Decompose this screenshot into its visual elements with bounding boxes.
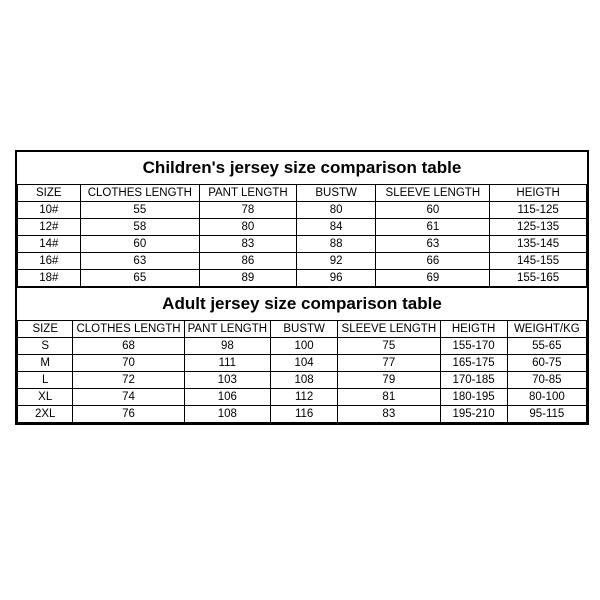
cell: XL bbox=[18, 389, 73, 406]
cell: 55 bbox=[80, 202, 199, 219]
cell: 61 bbox=[376, 219, 490, 236]
cell: 12# bbox=[18, 219, 81, 236]
cell: 60 bbox=[80, 236, 199, 253]
table-row: 14# 60 83 88 63 135-145 bbox=[18, 236, 587, 253]
cell: 165-175 bbox=[440, 355, 507, 372]
cell: 180-195 bbox=[440, 389, 507, 406]
size-chart-page: Children's jersey size comparison table … bbox=[0, 0, 600, 600]
cell: 100 bbox=[271, 338, 338, 355]
cell: 78 bbox=[200, 202, 297, 219]
col-height: HEIGTH bbox=[490, 185, 587, 202]
col-clothes-length: CLOTHES LENGTH bbox=[73, 321, 184, 338]
cell: 83 bbox=[200, 236, 297, 253]
cell: 170-185 bbox=[440, 372, 507, 389]
cell: 96 bbox=[296, 270, 376, 287]
cell: 80 bbox=[296, 202, 376, 219]
cell: 60 bbox=[376, 202, 490, 219]
table-row: 18# 65 89 96 69 155-165 bbox=[18, 270, 587, 287]
cell: 74 bbox=[73, 389, 184, 406]
col-bustw: BUSTW bbox=[271, 321, 338, 338]
cell: 70 bbox=[73, 355, 184, 372]
cell: M bbox=[18, 355, 73, 372]
cell: 83 bbox=[338, 406, 440, 423]
cell: 89 bbox=[200, 270, 297, 287]
cell: 76 bbox=[73, 406, 184, 423]
cell: 95-115 bbox=[507, 406, 586, 423]
cell: 55-65 bbox=[507, 338, 586, 355]
cell: 86 bbox=[200, 253, 297, 270]
col-height: HEIGTH bbox=[440, 321, 507, 338]
col-size: SIZE bbox=[18, 321, 73, 338]
cell: 115-125 bbox=[490, 202, 587, 219]
table-row: 2XL 76 108 116 83 195-210 95-115 bbox=[18, 406, 587, 423]
cell: 75 bbox=[338, 338, 440, 355]
cell: 125-135 bbox=[490, 219, 587, 236]
cell: 106 bbox=[184, 389, 270, 406]
cell: 60-75 bbox=[507, 355, 586, 372]
cell: 63 bbox=[80, 253, 199, 270]
table-row: L 72 103 108 79 170-185 70-85 bbox=[18, 372, 587, 389]
col-bustw: BUSTW bbox=[296, 185, 376, 202]
cell: 72 bbox=[73, 372, 184, 389]
cell: 145-155 bbox=[490, 253, 587, 270]
cell: 80 bbox=[200, 219, 297, 236]
children-size-table: SIZE CLOTHES LENGTH PANT LENGTH BUSTW SL… bbox=[17, 185, 587, 287]
cell: 195-210 bbox=[440, 406, 507, 423]
cell: 14# bbox=[18, 236, 81, 253]
table-row: 12# 58 80 84 61 125-135 bbox=[18, 219, 587, 236]
cell: 58 bbox=[80, 219, 199, 236]
cell: 103 bbox=[184, 372, 270, 389]
cell: 10# bbox=[18, 202, 81, 219]
cell: S bbox=[18, 338, 73, 355]
cell: 68 bbox=[73, 338, 184, 355]
table-row: XL 74 106 112 81 180-195 80-100 bbox=[18, 389, 587, 406]
cell: 108 bbox=[184, 406, 270, 423]
cell: 155-165 bbox=[490, 270, 587, 287]
cell: 63 bbox=[376, 236, 490, 253]
cell: 135-145 bbox=[490, 236, 587, 253]
col-clothes-length: CLOTHES LENGTH bbox=[80, 185, 199, 202]
cell: 84 bbox=[296, 219, 376, 236]
col-pant-length: PANT LENGTH bbox=[200, 185, 297, 202]
cell: 65 bbox=[80, 270, 199, 287]
col-sleeve-length: SLEEVE LENGTH bbox=[376, 185, 490, 202]
col-pant-length: PANT LENGTH bbox=[184, 321, 270, 338]
cell: 116 bbox=[271, 406, 338, 423]
cell: 80-100 bbox=[507, 389, 586, 406]
cell: 111 bbox=[184, 355, 270, 372]
cell: 104 bbox=[271, 355, 338, 372]
adult-size-table: SIZE CLOTHES LENGTH PANT LENGTH BUSTW SL… bbox=[17, 321, 587, 423]
col-sleeve-length: SLEEVE LENGTH bbox=[338, 321, 440, 338]
children-table-title: Children's jersey size comparison table bbox=[17, 152, 587, 185]
adult-table-title: Adult jersey size comparison table bbox=[17, 287, 587, 321]
cell: 70-85 bbox=[507, 372, 586, 389]
cell: 16# bbox=[18, 253, 81, 270]
cell: L bbox=[18, 372, 73, 389]
size-chart-container: Children's jersey size comparison table … bbox=[15, 150, 589, 425]
cell: 69 bbox=[376, 270, 490, 287]
children-header-row: SIZE CLOTHES LENGTH PANT LENGTH BUSTW SL… bbox=[18, 185, 587, 202]
cell: 18# bbox=[18, 270, 81, 287]
table-row: S 68 98 100 75 155-170 55-65 bbox=[18, 338, 587, 355]
cell: 79 bbox=[338, 372, 440, 389]
cell: 88 bbox=[296, 236, 376, 253]
cell: 155-170 bbox=[440, 338, 507, 355]
cell: 81 bbox=[338, 389, 440, 406]
adult-header-row: SIZE CLOTHES LENGTH PANT LENGTH BUSTW SL… bbox=[18, 321, 587, 338]
table-row: 10# 55 78 80 60 115-125 bbox=[18, 202, 587, 219]
cell: 2XL bbox=[18, 406, 73, 423]
col-size: SIZE bbox=[18, 185, 81, 202]
cell: 98 bbox=[184, 338, 270, 355]
cell: 66 bbox=[376, 253, 490, 270]
table-row: 16# 63 86 92 66 145-155 bbox=[18, 253, 587, 270]
col-weight: WEIGHT/KG bbox=[507, 321, 586, 338]
cell: 92 bbox=[296, 253, 376, 270]
cell: 112 bbox=[271, 389, 338, 406]
table-row: M 70 111 104 77 165-175 60-75 bbox=[18, 355, 587, 372]
cell: 108 bbox=[271, 372, 338, 389]
cell: 77 bbox=[338, 355, 440, 372]
